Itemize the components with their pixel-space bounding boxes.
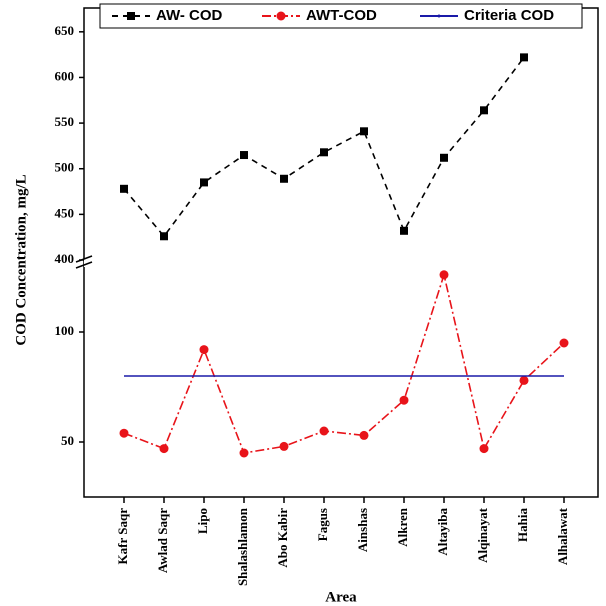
x-tick-label: Alqinayat — [475, 507, 490, 563]
x-tick-label: Awlad Saqr — [155, 508, 170, 573]
point — [199, 345, 209, 355]
legend-label: Criteria COD — [464, 7, 554, 24]
y-axis-label: COD Concentration, mg/L — [13, 174, 29, 345]
point — [240, 151, 248, 160]
point — [400, 226, 408, 235]
y-tick-label: 100 — [55, 323, 75, 338]
x-tick-label: Hahia — [515, 508, 530, 542]
legend-marker — [437, 14, 441, 18]
point — [319, 426, 329, 436]
point — [200, 178, 208, 187]
y-tick-label: 650 — [55, 23, 75, 38]
y-tick-label: 500 — [55, 160, 75, 175]
series-line — [123, 271, 565, 454]
legend-label: AWT-COD — [306, 7, 377, 24]
point — [159, 444, 169, 454]
point — [439, 270, 449, 280]
x-tick-label: Fagus — [315, 508, 330, 541]
x-tick-label: Kafr Saqr — [115, 508, 130, 565]
x-tick-label: Alhalawat — [555, 507, 570, 565]
axis-break — [75, 255, 93, 263]
point — [119, 428, 129, 438]
x-tick-label: Lipo — [195, 508, 210, 534]
point — [520, 53, 528, 62]
y-tick-label: 400 — [55, 251, 75, 266]
point — [120, 184, 128, 193]
point — [279, 441, 289, 451]
y-tick-label: 550 — [55, 114, 75, 129]
point — [559, 338, 569, 348]
point — [239, 448, 249, 458]
y-tick-label: 50 — [61, 433, 74, 448]
x-tick-label: Ainshas — [355, 508, 370, 552]
legend-label: AW- COD — [156, 7, 223, 24]
plot-frame — [83, 7, 599, 498]
x-tick-label: Alkren — [395, 507, 410, 547]
y-tick-label: 450 — [55, 205, 75, 220]
legend — [99, 3, 583, 29]
point — [280, 174, 288, 183]
point — [479, 444, 489, 454]
point — [360, 127, 368, 136]
point — [399, 395, 409, 405]
point — [519, 375, 529, 385]
x-tick-label: Altayiba — [435, 508, 450, 556]
point — [480, 106, 488, 115]
point — [359, 430, 369, 440]
x-tick-label: Abo Kabir — [275, 508, 290, 568]
point — [160, 232, 168, 241]
x-tick-label: Shalashlamon — [235, 507, 250, 586]
axis-break-gap — [84, 259, 87, 267]
y-tick-label: 600 — [55, 68, 75, 83]
point — [440, 153, 448, 162]
x-axis-label: Area — [325, 589, 357, 605]
legend-marker — [127, 12, 135, 20]
legend-marker — [276, 11, 286, 21]
series-line — [123, 56, 525, 238]
axis-break — [75, 261, 93, 269]
point — [320, 148, 328, 157]
